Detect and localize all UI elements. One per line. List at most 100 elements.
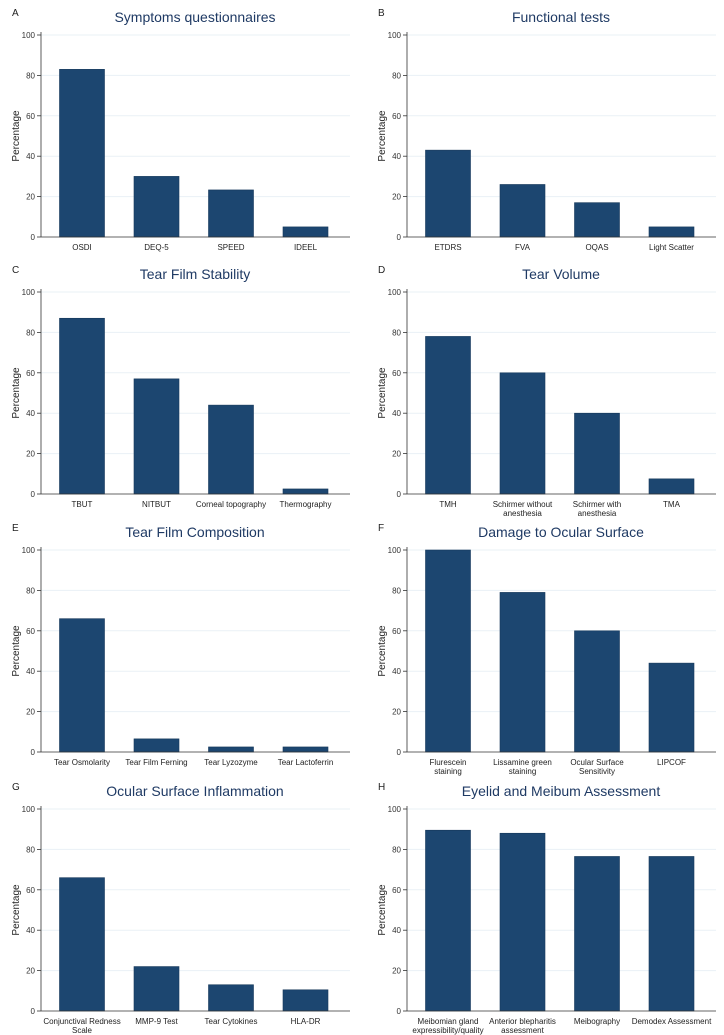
bar-1 bbox=[499, 372, 546, 495]
chart-title: Tear Film Stability bbox=[140, 266, 250, 282]
bar-3 bbox=[648, 226, 695, 238]
bar-2 bbox=[208, 984, 254, 1012]
bar-1 bbox=[133, 378, 180, 495]
panel-letter: G bbox=[12, 782, 20, 793]
x-tick-label: IDEEL bbox=[294, 243, 318, 252]
y-axis-label: Percentage bbox=[377, 884, 388, 936]
y-tick-label: 60 bbox=[392, 112, 401, 121]
bar-0 bbox=[425, 829, 471, 1012]
y-axis-label: Percentage bbox=[11, 367, 22, 419]
bar-3 bbox=[282, 226, 329, 238]
chart-title: Symptoms questionnaires bbox=[114, 9, 275, 25]
x-tick-label: Tear Lactoferrin bbox=[278, 758, 334, 767]
y-tick-label: 0 bbox=[397, 748, 402, 757]
x-tick-label: Thermography bbox=[279, 500, 331, 509]
bar-2 bbox=[574, 856, 620, 1012]
y-tick-label: 60 bbox=[26, 112, 35, 121]
x-tick-label: TMA bbox=[663, 500, 681, 509]
y-tick-label: 100 bbox=[388, 288, 402, 297]
y-tick-label: 40 bbox=[26, 409, 35, 418]
bar-1 bbox=[133, 966, 180, 1012]
bar-2 bbox=[574, 630, 620, 753]
x-tick-label: MMP-9 Test bbox=[135, 1017, 178, 1026]
y-tick-label: 20 bbox=[392, 193, 401, 202]
bar-3 bbox=[282, 989, 329, 1012]
y-tick-label: 60 bbox=[26, 627, 35, 636]
y-tick-label: 80 bbox=[392, 328, 401, 337]
y-tick-label: 20 bbox=[26, 967, 35, 976]
y-tick-label: 60 bbox=[26, 369, 35, 378]
y-axis-label: Percentage bbox=[377, 625, 388, 677]
bar-3 bbox=[648, 478, 695, 495]
y-tick-label: 20 bbox=[392, 450, 401, 459]
x-tick-label: Tear Cytokines bbox=[205, 1017, 258, 1026]
x-tick-label: Conjunctival Redness Scale bbox=[43, 1017, 120, 1035]
y-tick-label: 0 bbox=[31, 1007, 36, 1016]
bar-3 bbox=[282, 746, 329, 753]
panel-g: G Ocular Surface Inflammation 0 20 40 60 80 100… bbox=[11, 782, 350, 1035]
y-tick-label: 60 bbox=[392, 886, 401, 895]
chart-title: Functional tests bbox=[512, 9, 610, 25]
bar-2 bbox=[574, 412, 620, 495]
x-tick-label: OSDI bbox=[72, 243, 92, 252]
x-tick-label: Schirmer with anesthesia bbox=[573, 500, 621, 518]
bar-1 bbox=[499, 592, 546, 753]
panel-a: A Symptoms questionnaires 0 20 40 60 80 100 Perc… bbox=[11, 8, 350, 252]
y-tick-label: 100 bbox=[388, 805, 402, 814]
panel-letter: F bbox=[378, 523, 384, 534]
bar-0 bbox=[59, 618, 105, 753]
y-axis-label: Percentage bbox=[11, 110, 22, 162]
bar-3 bbox=[648, 856, 695, 1012]
y-tick-label: 100 bbox=[388, 546, 402, 555]
bar-2 bbox=[208, 189, 254, 238]
y-tick-label: 0 bbox=[31, 748, 36, 757]
y-tick-label: 40 bbox=[392, 152, 401, 161]
panel-letter: C bbox=[12, 265, 19, 276]
x-tick-label: Demodex Assessment bbox=[632, 1017, 712, 1026]
y-tick-label: 0 bbox=[31, 490, 36, 499]
y-tick-label: 100 bbox=[22, 31, 36, 40]
panel-letter: D bbox=[378, 265, 385, 276]
x-tick-label: DEQ-5 bbox=[144, 243, 169, 252]
y-tick-label: 80 bbox=[26, 328, 35, 337]
bar-0 bbox=[425, 149, 471, 238]
y-tick-label: 100 bbox=[22, 546, 36, 555]
y-tick-label: 80 bbox=[392, 71, 401, 80]
y-tick-label: 40 bbox=[392, 667, 401, 676]
x-tick-label: Tear Osmolarity bbox=[54, 758, 110, 767]
x-tick-label: NITBUT bbox=[142, 500, 171, 509]
panel-e: E Tear Film Composition 0 20 40 60 80 100 Percen… bbox=[11, 523, 350, 767]
x-tick-label: LIPCOF bbox=[657, 758, 686, 767]
y-tick-label: 0 bbox=[397, 233, 402, 242]
x-tick-label: HLA-DR bbox=[291, 1017, 321, 1026]
x-tick-label: Tear Lyzozyme bbox=[204, 758, 258, 767]
x-tick-label: OQAS bbox=[585, 243, 608, 252]
y-tick-label: 40 bbox=[26, 152, 35, 161]
bar-1 bbox=[133, 176, 180, 238]
panel-letter: H bbox=[378, 782, 385, 793]
y-tick-label: 20 bbox=[392, 967, 401, 976]
x-tick-label: Lissamine green staining bbox=[493, 758, 552, 776]
bar-1 bbox=[499, 832, 546, 1012]
x-tick-label: Light Scatter bbox=[649, 243, 694, 252]
x-tick-label: Tear Film Ferning bbox=[125, 758, 187, 767]
bar-0 bbox=[425, 549, 471, 753]
y-tick-label: 80 bbox=[26, 586, 35, 595]
y-tick-label: 80 bbox=[26, 71, 35, 80]
panel-f: F Damage to Ocular Surface 0 20 40 60 80 100 Per… bbox=[377, 523, 716, 776]
y-tick-label: 100 bbox=[22, 288, 36, 297]
x-tick-label: SPEED bbox=[217, 243, 244, 252]
x-tick-label: Ocular Surface Sensitivity bbox=[570, 758, 624, 776]
panel-letter: B bbox=[378, 8, 385, 19]
bar-0 bbox=[425, 336, 471, 495]
bar-0 bbox=[59, 69, 105, 238]
y-tick-label: 40 bbox=[392, 409, 401, 418]
y-tick-label: 20 bbox=[392, 708, 401, 717]
y-tick-label: 80 bbox=[392, 845, 401, 854]
x-tick-label: FVA bbox=[515, 243, 531, 252]
panel-h: H Eyelid and Meibum Assessment 0 20 40 60 80 10… bbox=[377, 782, 716, 1035]
y-axis-label: Percentage bbox=[11, 884, 22, 936]
bar-1 bbox=[499, 184, 546, 238]
x-tick-label: Corneal topography bbox=[196, 500, 266, 509]
